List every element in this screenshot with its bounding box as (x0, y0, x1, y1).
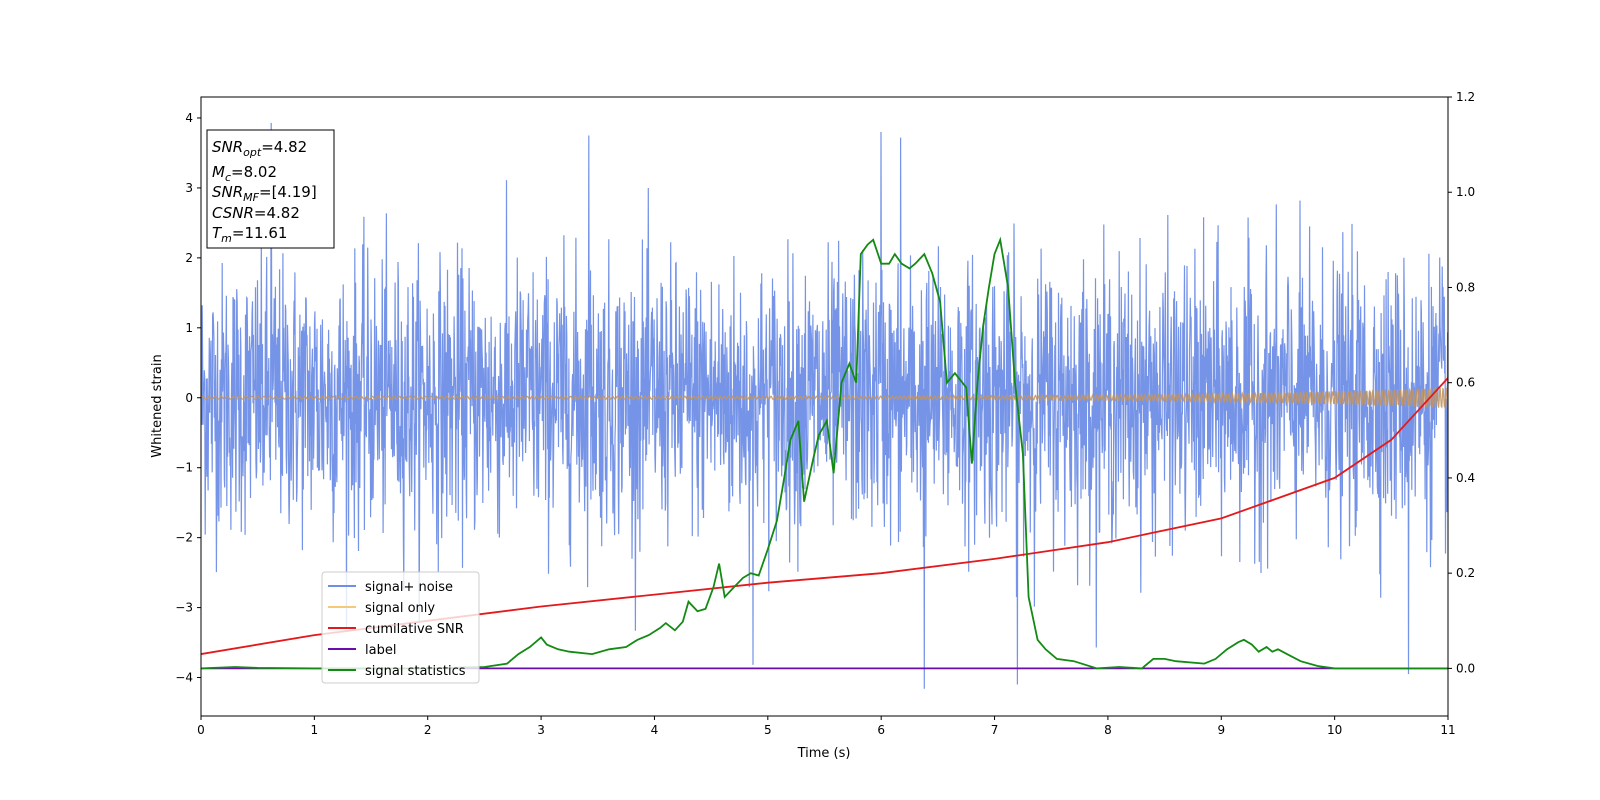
x-tick-label: 11 (1440, 723, 1455, 737)
x-tick-label: 9 (1217, 723, 1225, 737)
annotation-line: Tm=11.61 (212, 224, 287, 245)
y2-tick-label: 1.2 (1456, 90, 1475, 104)
y2-tick-label: 0.4 (1456, 471, 1475, 485)
legend-label: cumilative SNR (365, 622, 464, 637)
x-tick-label: 2 (424, 723, 432, 737)
y-tick-label: −1 (175, 461, 193, 475)
y-tick-label: 1 (185, 321, 193, 335)
x-tick-label: 7 (991, 723, 999, 737)
y-axis-left: −4 −3 −2 −1 0 1 2 3 4 (175, 111, 201, 685)
annotation-line: CSNR=4.82 (212, 204, 300, 222)
y-tick-label: 4 (185, 111, 193, 125)
legend-frame (321, 571, 480, 684)
x-tick-label: 3 (537, 723, 545, 737)
legend-label: signal only (365, 601, 435, 616)
legend-label: signal statistics (365, 664, 466, 679)
y2-tick-label: 1.0 (1456, 185, 1475, 199)
annotation-line: SNRopt=4.82 (212, 138, 307, 159)
y-tick-label: 3 (185, 181, 193, 195)
x-tick-label: 10 (1327, 723, 1342, 737)
y-axis-right: 0.0 0.2 0.4 0.6 0.8 1.0 1.2 (1448, 90, 1475, 675)
y2-tick-label: 0.0 (1456, 661, 1475, 675)
x-tick-label: 0 (197, 723, 205, 737)
y2-tick-label: 0.6 (1456, 376, 1475, 390)
series-signal-noise (201, 122, 1448, 689)
legend: signal+ noise signal only cumilative SNR la… (321, 571, 480, 684)
plot-frame (200, 96, 1449, 717)
x-tick-label: 6 (877, 723, 885, 737)
legend-label: label (365, 643, 396, 658)
annotation-line: Mc=8.02 (212, 163, 277, 184)
legend-label: signal+ noise (365, 580, 453, 595)
x-tick-label: 4 (651, 723, 659, 737)
annotation-line: SNRMF=[4.19] (212, 183, 317, 204)
y-tick-label: 0 (185, 391, 193, 405)
x-axis: 0 1 2 3 4 5 6 7 8 9 10 11 (197, 716, 1456, 737)
y-tick-label: −3 (175, 601, 193, 615)
x-tick-label: 1 (311, 723, 319, 737)
y-axis-label: Whitened strain (150, 354, 165, 457)
x-tick-label: 8 (1104, 723, 1112, 737)
series-signal-statistics (201, 236, 1448, 670)
y-tick-label: 2 (185, 251, 193, 265)
y2-tick-label: 0.2 (1456, 566, 1475, 580)
y2-tick-label: 0.8 (1456, 280, 1475, 294)
y-tick-label: −4 (175, 671, 193, 685)
annotation-frame (206, 129, 335, 249)
x-axis-label: Time (s) (797, 746, 851, 761)
y-tick-label: −2 (175, 531, 193, 545)
x-tick-label: 5 (764, 723, 772, 737)
series-signal-only (201, 387, 1448, 409)
